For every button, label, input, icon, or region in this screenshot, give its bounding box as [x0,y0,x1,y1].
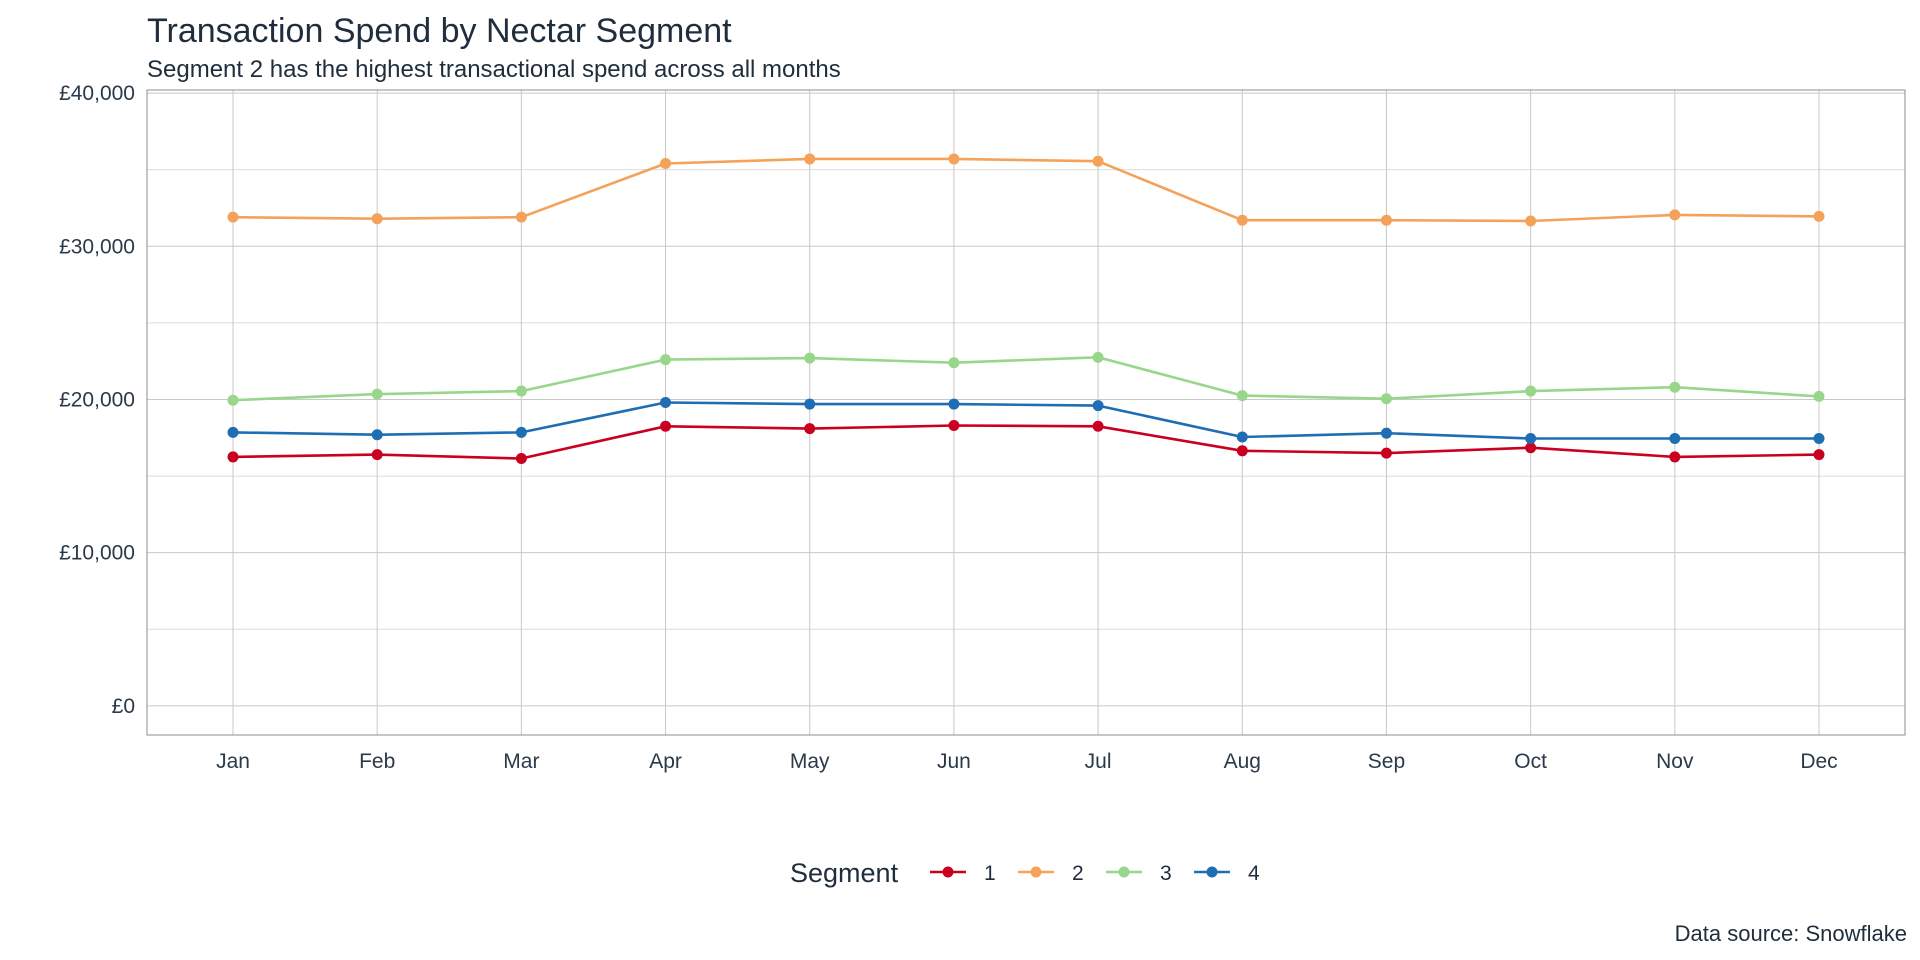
data-point-1 [1525,442,1537,454]
data-point-4 [1525,433,1537,445]
legend-label-2: 2 [1072,862,1084,885]
data-point-4 [1813,433,1825,445]
data-point-2 [1669,209,1681,221]
data-source-caption: Data source: Snowflake [1674,921,1907,946]
data-point-3 [1813,390,1825,402]
series-line-3 [232,355,1820,402]
legend-key-point [1030,866,1042,878]
data-point-4 [948,398,960,410]
data-point-3 [1525,385,1537,397]
data-point-3 [1669,381,1681,393]
data-point-2 [1236,214,1248,226]
data-point-3 [227,394,239,406]
data-point-3 [1092,351,1104,363]
legend-title: Segment [790,858,899,888]
y-tick-label: £20,000 [59,388,135,411]
data-point-4 [660,397,672,409]
data-point-3 [1380,393,1392,405]
data-point-3 [948,357,960,369]
x-tick-label: Oct [1514,750,1547,773]
data-point-2 [660,158,672,170]
x-tick-label: Jan [216,750,250,773]
data-point-2 [371,213,383,225]
y-tick-label: £30,000 [59,235,135,258]
legend-label-4: 4 [1248,862,1260,885]
data-point-3 [660,354,672,366]
x-tick-label: May [790,750,830,773]
y-tick-label: £40,000 [59,82,135,105]
data-point-3 [804,352,816,364]
data-point-1 [948,420,960,432]
data-point-1 [1236,445,1248,457]
data-point-2 [1813,210,1825,222]
x-tick-label: Jun [937,750,971,773]
data-point-4 [1380,427,1392,439]
legend-key-point [942,866,954,878]
grid-layer [147,90,1905,735]
data-point-1 [227,451,239,463]
x-tick-label: Nov [1656,750,1694,773]
data-point-2 [948,153,960,165]
series-line-2 [232,157,1820,223]
data-point-1 [515,452,527,464]
data-point-4 [1236,431,1248,443]
x-tick-label: Feb [359,750,395,773]
data-point-1 [1813,449,1825,461]
chart-subtitle: Segment 2 has the highest transactional … [147,56,841,83]
data-point-4 [1092,400,1104,412]
legend-key-point [1206,866,1218,878]
x-tick-label: Aug [1224,750,1261,773]
y-tick-label: £10,000 [59,542,135,565]
legend-label-1: 1 [984,862,996,885]
x-tick-label: Mar [503,750,539,773]
legend-label-3: 3 [1160,862,1172,885]
plot-border [146,89,1906,736]
x-tick-label: Sep [1368,750,1405,773]
axis-layer: £0 £10,000 £20,000 £30,000 £40,000 Jan Feb Mar A… [59,82,1838,773]
data-point-3 [371,388,383,400]
chart-title: Transaction Spend by Nectar Segment [147,12,732,50]
x-tick-label: Jul [1085,750,1112,773]
series-line-1 [232,424,1820,460]
data-point-1 [371,449,383,461]
data-point-2 [515,211,527,223]
data-point-4 [227,426,239,438]
data-point-1 [1669,451,1681,463]
legend-key-point [1118,866,1130,878]
x-tick-label: Dec [1800,750,1837,773]
y-tick-label: £0 [112,695,135,718]
data-point-2 [1380,214,1392,226]
data-point-2 [227,211,239,223]
data-point-3 [515,385,527,397]
data-point-4 [371,429,383,441]
data-point-1 [1380,447,1392,459]
data-point-1 [1092,420,1104,432]
data-point-4 [515,426,527,438]
series-line-4 [232,401,1819,440]
data-point-1 [660,420,672,432]
data-point-2 [1525,215,1537,227]
data-point-2 [804,153,816,165]
data-point-4 [804,398,816,410]
data-point-2 [1092,155,1104,167]
data-point-4 [1669,433,1681,445]
data-point-3 [1236,390,1248,402]
legend: Segment 1 2 3 4 [790,858,1260,888]
series-layer [227,153,1825,464]
data-point-1 [804,423,816,435]
x-tick-label: Apr [649,750,682,773]
